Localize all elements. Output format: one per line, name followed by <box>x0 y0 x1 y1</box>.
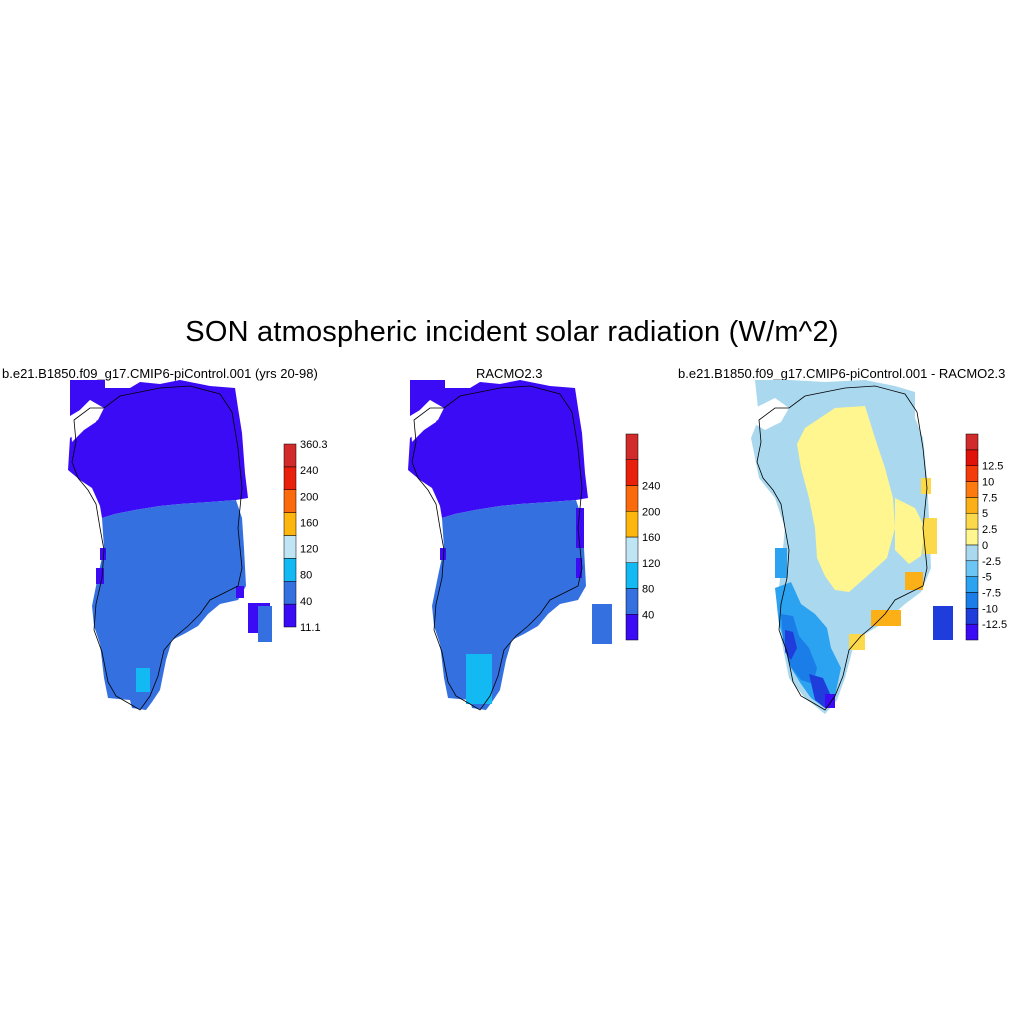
colorbar-tick-label: 200 <box>300 491 318 503</box>
colorbar-tick-label: 40 <box>300 596 312 608</box>
colorbar-tick-label: 12.5 <box>982 461 1003 473</box>
panel-title-difference: b.e21.B1850.f09_g17.CMIP6-piControl.001 … <box>678 366 1006 381</box>
colorbar-tick-label: 80 <box>642 584 654 596</box>
colorbar-swatch <box>625 588 639 615</box>
colorbar-swatch <box>965 449 979 466</box>
greenland-field-racmo <box>408 380 612 710</box>
colorbar-tick-label: 11.1 <box>300 622 321 634</box>
colorbar-swatch <box>965 544 979 562</box>
colorbar-swatch <box>965 560 979 577</box>
coastline-difference <box>756 385 928 711</box>
colorbar-swatch <box>283 512 297 536</box>
colorbar-tick-label: 0 <box>982 540 988 552</box>
colorbar-swatch <box>965 481 979 498</box>
greenland-field-difference <box>751 380 953 714</box>
colorbar-swatch <box>283 466 297 490</box>
greenland-field-model <box>68 380 272 710</box>
panel-title-racmo: RACMO2.3 <box>476 366 543 381</box>
colorbar-tick-label: 240 <box>642 481 660 493</box>
colorbar-swatch <box>283 558 297 582</box>
colorbar-tick-label: 240 <box>300 465 318 477</box>
colorbar-swatch <box>625 511 639 538</box>
colorbar-swatch <box>625 433 639 460</box>
colorbar-tick-label: 80 <box>300 570 312 582</box>
colorbar-swatch <box>283 443 297 468</box>
colorbar-swatch <box>965 465 979 482</box>
colorbar-swatch <box>965 576 979 593</box>
colorbar-swatch <box>965 433 979 451</box>
colorbar-model: 11.1 40 80 120 160 200 240 360.3 <box>283 439 328 634</box>
colorbar-swatch <box>283 535 297 559</box>
colorbar-tick-label: -2.5 <box>982 556 1001 568</box>
colorbar-swatch <box>625 614 639 641</box>
colorbar-swatch <box>965 592 979 609</box>
colorbar-tick-label: 7.5 <box>982 492 997 504</box>
panel-title-model: b.e21.B1850.f09_g17.CMIP6-piControl.001 … <box>2 366 318 381</box>
colorbar-tick-label: 2.5 <box>982 524 997 536</box>
map-difference: -12.5 -10 -7.5 -5 -2.5 0 2.5 5 7.5 10 12.5 <box>751 380 1007 714</box>
colorbar-swatch <box>965 623 979 641</box>
coastline-model <box>71 385 243 711</box>
colorbar-racmo: 40 80 120 160 200 240 <box>625 433 660 641</box>
figure-title: SON atmospheric incident solar radiation… <box>185 316 839 348</box>
coastline-racmo <box>411 385 583 711</box>
colorbar-swatch <box>965 497 979 514</box>
map-racmo: 40 80 120 160 200 240 <box>408 380 660 711</box>
colorbar-tick-label: -10 <box>982 603 998 615</box>
colorbar-swatch <box>283 581 297 605</box>
colorbar-tick-label: 10 <box>982 477 994 489</box>
colorbar-swatch <box>625 562 639 589</box>
colorbar-tick-label: 5 <box>982 508 988 520</box>
colorbar-swatch <box>283 603 297 628</box>
colorbar-tick-label: 160 <box>642 532 660 544</box>
colorbar-tick-label: -12.5 <box>982 619 1007 631</box>
colorbar-swatch <box>283 489 297 513</box>
colorbar-swatch <box>965 528 979 546</box>
colorbar-tick-label: -7.5 <box>982 587 1001 599</box>
colorbar-swatch <box>965 512 979 530</box>
colorbar-difference: -12.5 -10 -7.5 -5 -2.5 0 2.5 5 7.5 10 12.5 <box>965 433 1007 641</box>
colorbar-tick-label: -5 <box>982 572 992 584</box>
map-model: 11.1 40 80 120 160 200 240 360.3 <box>68 380 328 711</box>
colorbar-tick-label: 200 <box>642 506 660 518</box>
colorbar-swatch <box>625 485 639 512</box>
colorbar-tick-label: 40 <box>642 609 654 621</box>
colorbar-tick-label: 360.3 <box>300 439 328 451</box>
colorbar-swatch <box>965 608 979 625</box>
colorbar-tick-label: 160 <box>300 517 318 529</box>
colorbar-tick-label: 120 <box>300 544 318 556</box>
colorbar-swatch <box>625 459 639 486</box>
colorbar-tick-label: 120 <box>642 558 660 570</box>
colorbar-swatch <box>625 536 639 563</box>
